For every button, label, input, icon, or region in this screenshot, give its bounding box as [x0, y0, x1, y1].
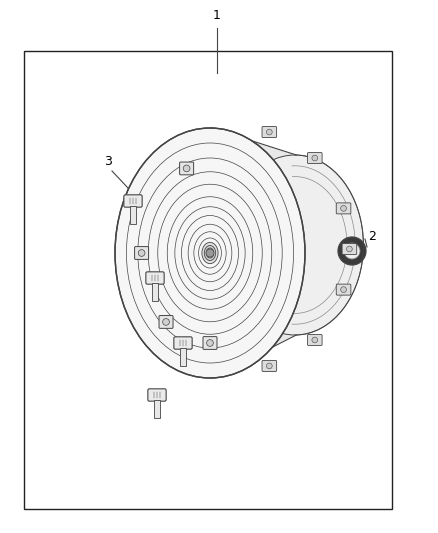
FancyBboxPatch shape [124, 195, 142, 207]
Ellipse shape [162, 319, 170, 325]
Text: 3: 3 [104, 155, 112, 168]
Ellipse shape [183, 165, 190, 172]
FancyBboxPatch shape [342, 244, 357, 254]
Ellipse shape [346, 246, 352, 252]
FancyBboxPatch shape [174, 337, 192, 349]
FancyBboxPatch shape [336, 284, 351, 295]
Bar [152, 282, 158, 301]
Ellipse shape [138, 249, 145, 256]
FancyBboxPatch shape [159, 316, 173, 328]
Polygon shape [210, 178, 336, 328]
Ellipse shape [344, 243, 360, 259]
Ellipse shape [206, 248, 214, 258]
Bar [180, 348, 186, 366]
Ellipse shape [204, 246, 215, 261]
Ellipse shape [206, 249, 214, 257]
Ellipse shape [341, 206, 346, 211]
Ellipse shape [226, 155, 364, 335]
FancyBboxPatch shape [262, 360, 277, 372]
Polygon shape [210, 203, 322, 303]
Bar [130, 206, 136, 224]
Polygon shape [210, 128, 364, 378]
Ellipse shape [338, 237, 366, 265]
Ellipse shape [202, 243, 218, 264]
Ellipse shape [208, 250, 212, 256]
Polygon shape [210, 143, 355, 363]
FancyBboxPatch shape [307, 152, 322, 164]
Polygon shape [210, 158, 347, 348]
FancyBboxPatch shape [307, 335, 322, 345]
FancyBboxPatch shape [336, 203, 351, 214]
Text: 1: 1 [213, 9, 221, 22]
Ellipse shape [312, 155, 318, 161]
Ellipse shape [266, 129, 272, 135]
FancyBboxPatch shape [148, 389, 166, 401]
Ellipse shape [312, 337, 318, 343]
FancyBboxPatch shape [203, 337, 217, 350]
FancyBboxPatch shape [180, 162, 194, 175]
Text: 2: 2 [368, 230, 376, 243]
Ellipse shape [115, 128, 305, 378]
FancyBboxPatch shape [146, 272, 164, 284]
Ellipse shape [266, 363, 272, 369]
Ellipse shape [207, 340, 213, 346]
Ellipse shape [341, 287, 346, 293]
FancyBboxPatch shape [134, 247, 148, 260]
Bar [24, 51, 392, 509]
Bar [154, 400, 160, 418]
FancyBboxPatch shape [262, 126, 277, 138]
